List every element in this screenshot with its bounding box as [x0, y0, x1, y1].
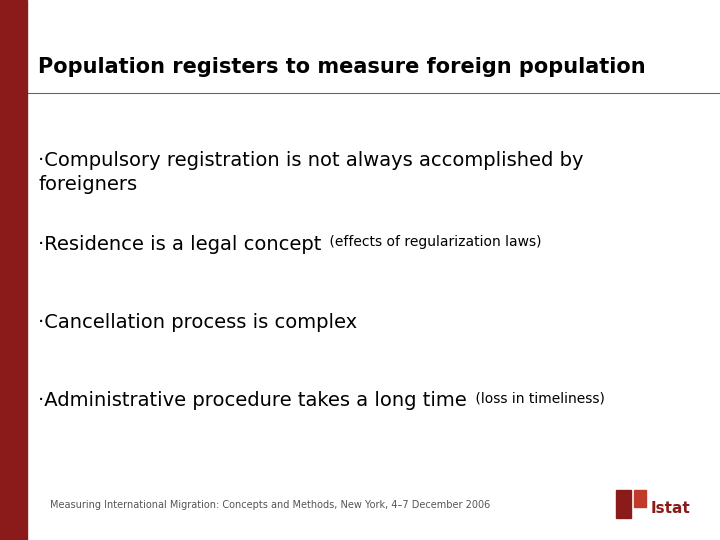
Text: (effects of regularization laws): (effects of regularization laws) [325, 235, 541, 249]
Text: ·Administrative procedure takes a long time: ·Administrative procedure takes a long t… [38, 392, 467, 410]
Bar [616, 490, 631, 518]
Text: Measuring International Migration: Concepts and Methods, New York, 4–7 December : Measuring International Migration: Conce… [50, 500, 490, 510]
Text: Istat: Istat [650, 501, 690, 516]
Bar [0, 0, 27, 540]
Bar [634, 490, 646, 507]
Text: Population registers to measure foreign population: Population registers to measure foreign … [38, 57, 646, 77]
Text: ·Cancellation process is complex: ·Cancellation process is complex [38, 313, 357, 332]
Text: ·Compulsory registration is not always accomplished by
foreigners: ·Compulsory registration is not always a… [38, 151, 584, 194]
Text: (loss in timeliness): (loss in timeliness) [470, 392, 604, 406]
Text: ·Residence is a legal concept: ·Residence is a legal concept [38, 235, 322, 254]
